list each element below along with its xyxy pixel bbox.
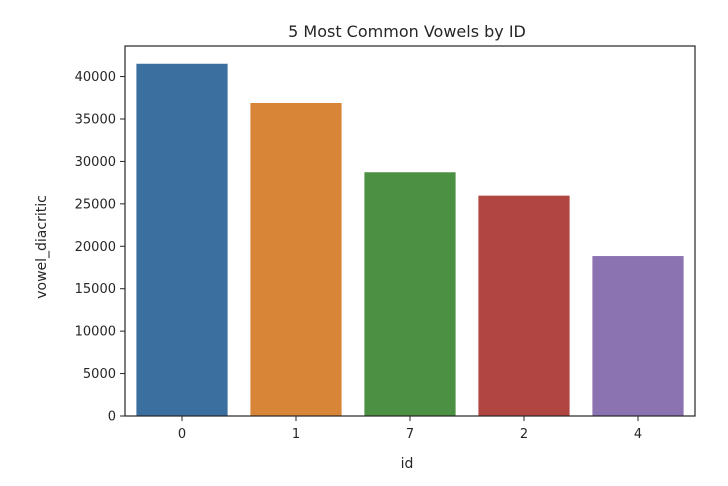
x-tick-label: 0 xyxy=(178,427,186,442)
y-axis-label: vowel_diacritic xyxy=(34,195,50,299)
chart-title: 5 Most Common Vowels by ID xyxy=(288,22,526,41)
y-tick-label: 15000 xyxy=(75,282,116,297)
x-tick-label: 4 xyxy=(634,427,642,442)
y-tick-label: 5000 xyxy=(83,367,116,382)
y-tick-label: 0 xyxy=(108,410,116,425)
bar-7 xyxy=(364,172,456,416)
bar-4 xyxy=(592,256,684,416)
x-tick-label: 7 xyxy=(406,427,414,442)
y-tick-label: 20000 xyxy=(75,240,116,255)
y-tick-label: 30000 xyxy=(75,155,116,170)
y-tick-label: 25000 xyxy=(75,197,116,212)
x-tick-label: 2 xyxy=(520,427,528,442)
x-tick-label: 1 xyxy=(292,427,300,442)
x-axis-label: id xyxy=(401,456,414,472)
bar-2 xyxy=(478,195,570,416)
bar-0 xyxy=(136,63,228,417)
bars-group xyxy=(136,63,684,417)
bar-1 xyxy=(250,102,342,416)
y-tick-label: 35000 xyxy=(75,112,116,127)
plot-frame xyxy=(124,45,696,417)
y-tick-label: 40000 xyxy=(75,70,116,85)
y-axis-ticks: 0 5000 10000 15000 20000 25000 30000 35000 40000 xyxy=(75,70,125,425)
y-tick-label: 10000 xyxy=(75,325,116,340)
x-axis-ticks: 0 1 7 2 4 xyxy=(178,416,642,442)
